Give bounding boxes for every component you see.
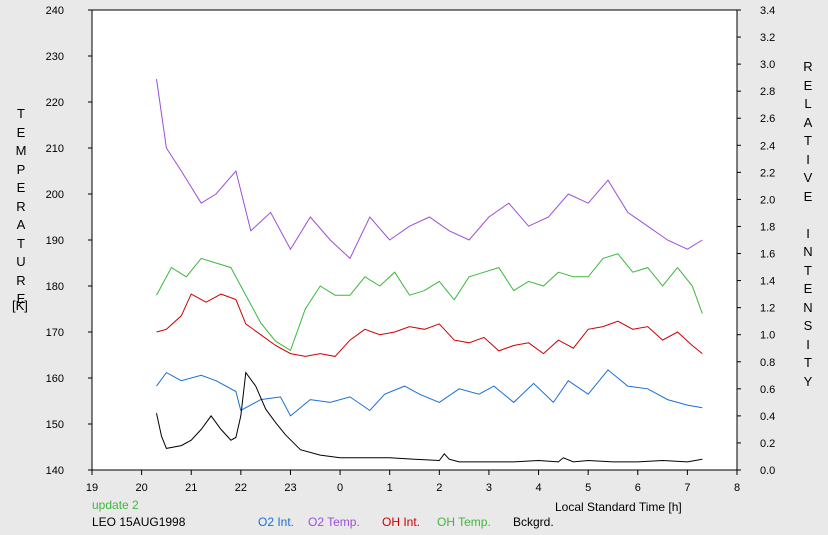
x-tick-label: 23 (284, 482, 296, 494)
x-axis-ticks: 19 20 21 22 23 0 1 2 3 4 5 6 7 8 (86, 470, 740, 494)
right-tick-label: 2.4 (760, 140, 775, 152)
series-line-oh-temp (156, 253, 703, 352)
legend-o2-temp: O2 Temp. (308, 515, 360, 529)
right-tick-label: 0.8 (760, 357, 775, 369)
x-tick-label: 2 (436, 482, 442, 494)
right-tick-label: 3.2 (760, 32, 775, 44)
right-tick-label: 2.2 (760, 167, 775, 179)
right-tick-label: 3.4 (760, 5, 775, 17)
right-tick-label: 1.4 (760, 276, 775, 288)
right-tick-label: 2.0 (760, 194, 775, 206)
left-tick-label: 200 (46, 189, 64, 201)
series-line-o2-temp (156, 78, 703, 260)
station-date-label: LEO 15AUG1998 (92, 515, 186, 529)
legend-oh-temp: OH Temp. (437, 515, 491, 529)
left-tick-label: 190 (46, 235, 64, 247)
left-axis-unit: [K] (12, 298, 28, 313)
series-line-o2-int (156, 369, 703, 417)
x-tick-label: 20 (135, 482, 147, 494)
right-tick-label: 3.0 (760, 59, 775, 71)
left-tick-label: 210 (46, 143, 64, 155)
right-tick-label: 1.0 (760, 330, 775, 342)
right-tick-label: 1.8 (760, 221, 775, 233)
right-tick-label: 0.4 (760, 411, 775, 423)
series-line-bckgrd (156, 371, 703, 463)
update-label: update 2 (92, 498, 139, 512)
left-axis-ticks: 140 150 160 170 180 190 200 210 220 230 240 (46, 5, 92, 477)
plot-area (91, 9, 738, 471)
right-tick-label: 1.2 (760, 303, 775, 315)
left-tick-label: 220 (46, 97, 64, 109)
series-line-oh-int (156, 293, 703, 357)
legend-bckgrd: Bckgrd. (513, 515, 554, 529)
left-tick-label: 240 (46, 5, 64, 17)
series-lines (156, 78, 703, 463)
right-tick-label: 2.8 (760, 86, 775, 98)
x-tick-label: 6 (635, 482, 641, 494)
left-tick-label: 170 (46, 327, 64, 339)
left-tick-label: 160 (46, 373, 64, 385)
x-axis-label: Local Standard Time [h] (555, 500, 682, 514)
right-axis-ticks: 0.0 0.2 0.4 0.6 0.8 1.0 1.2 1.4 1.6 1.8 2.0 2.2 2.4 2… (737, 5, 775, 477)
right-tick-label: 1.6 (760, 249, 775, 261)
legend-oh-int: OH Int. (382, 515, 421, 529)
x-tick-label: 4 (535, 482, 541, 494)
x-tick-label: 21 (185, 482, 197, 494)
x-tick-label: 19 (86, 482, 98, 494)
x-tick-label: 8 (734, 482, 740, 494)
left-tick-label: 150 (46, 419, 64, 431)
x-tick-label: 7 (684, 482, 690, 494)
right-tick-label: 0.6 (760, 384, 775, 396)
right-tick-label: 0.2 (760, 438, 775, 450)
left-tick-label: 230 (46, 51, 64, 63)
legend-o2-int: O2 Int. (258, 515, 295, 529)
x-tick-label: 22 (235, 482, 247, 494)
x-tick-label: 3 (486, 482, 492, 494)
left-tick-label: 140 (46, 465, 64, 477)
right-tick-label: 2.6 (760, 113, 775, 125)
x-tick-label: 5 (585, 482, 591, 494)
left-tick-label: 180 (46, 281, 64, 293)
x-tick-label: 0 (337, 482, 343, 494)
x-tick-label: 1 (387, 482, 393, 494)
right-tick-label: 0.0 (760, 465, 775, 477)
